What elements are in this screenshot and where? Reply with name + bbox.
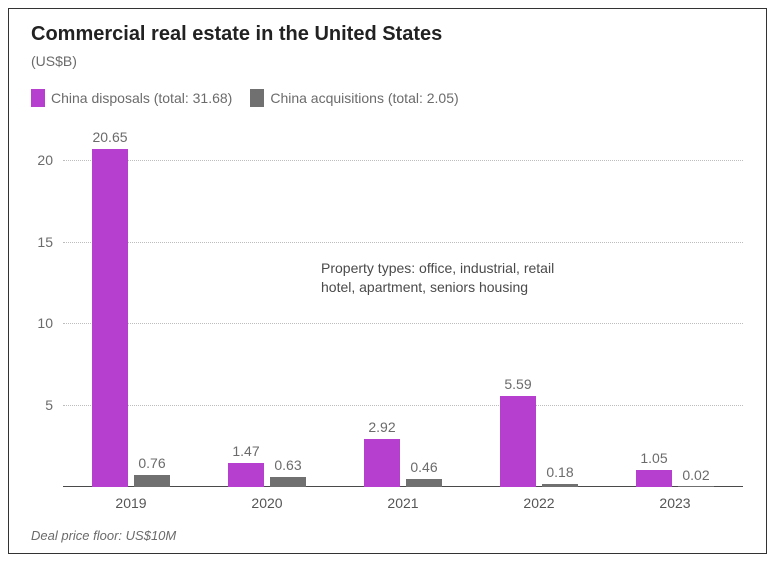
chart-subtitle: (US$B) — [31, 53, 77, 69]
x-tick-label: 2021 — [387, 495, 418, 511]
y-tick-label: 15 — [37, 234, 53, 250]
bar-disposals — [636, 470, 672, 487]
x-tick-label: 2019 — [115, 495, 146, 511]
y-tick-label: 5 — [45, 397, 53, 413]
chart-title: Commercial real estate in the United Sta… — [31, 23, 442, 46]
legend-item-acquisitions: China acquisitions (total: 2.05) — [250, 89, 458, 107]
bar-label-acquisitions: 0.63 — [274, 457, 301, 473]
bar-acquisitions — [134, 475, 170, 487]
bar-acquisitions — [406, 479, 442, 487]
bar-acquisitions — [678, 486, 714, 487]
bar-label-disposals: 2.92 — [368, 419, 395, 435]
chart-footnote: Deal price floor: US$10M — [31, 528, 176, 543]
bar-acquisitions — [542, 484, 578, 487]
x-tick-label: 2023 — [659, 495, 690, 511]
bar-label-disposals: 1.47 — [232, 443, 259, 459]
y-tick-label: 10 — [37, 315, 53, 331]
bar-disposals — [500, 396, 536, 487]
legend-swatch-disposals — [31, 89, 45, 107]
grid-line — [63, 160, 743, 161]
bar-label-acquisitions: 0.18 — [546, 464, 573, 480]
legend-item-disposals: China disposals (total: 31.68) — [31, 89, 232, 107]
x-tick-label: 2022 — [523, 495, 554, 511]
bar-label-acquisitions: 0.76 — [138, 455, 165, 471]
grid-line — [63, 405, 743, 406]
grid-line — [63, 323, 743, 324]
bar-acquisitions — [270, 477, 306, 487]
grid-line — [63, 242, 743, 243]
bar-label-acquisitions: 0.46 — [410, 459, 437, 475]
bar-disposals — [364, 439, 400, 487]
legend-swatch-acquisitions — [250, 89, 264, 107]
annotation-text: Property types: office, industrial, reta… — [321, 259, 554, 297]
bar-disposals — [92, 149, 128, 487]
legend-label-acquisitions: China acquisitions (total: 2.05) — [270, 90, 458, 106]
bar-label-acquisitions: 0.02 — [682, 467, 709, 483]
chart-frame: Commercial real estate in the United Sta… — [8, 8, 767, 554]
x-tick-label: 2020 — [251, 495, 282, 511]
chart-legend: China disposals (total: 31.68) China acq… — [31, 89, 477, 107]
plot-area: 5101520201920.650.7620201.470.6320212.92… — [63, 127, 743, 487]
bar-label-disposals: 20.65 — [92, 129, 127, 145]
legend-label-disposals: China disposals (total: 31.68) — [51, 90, 232, 106]
bar-label-disposals: 5.59 — [504, 376, 531, 392]
y-tick-label: 20 — [37, 152, 53, 168]
bar-disposals — [228, 463, 264, 487]
bar-label-disposals: 1.05 — [640, 450, 667, 466]
